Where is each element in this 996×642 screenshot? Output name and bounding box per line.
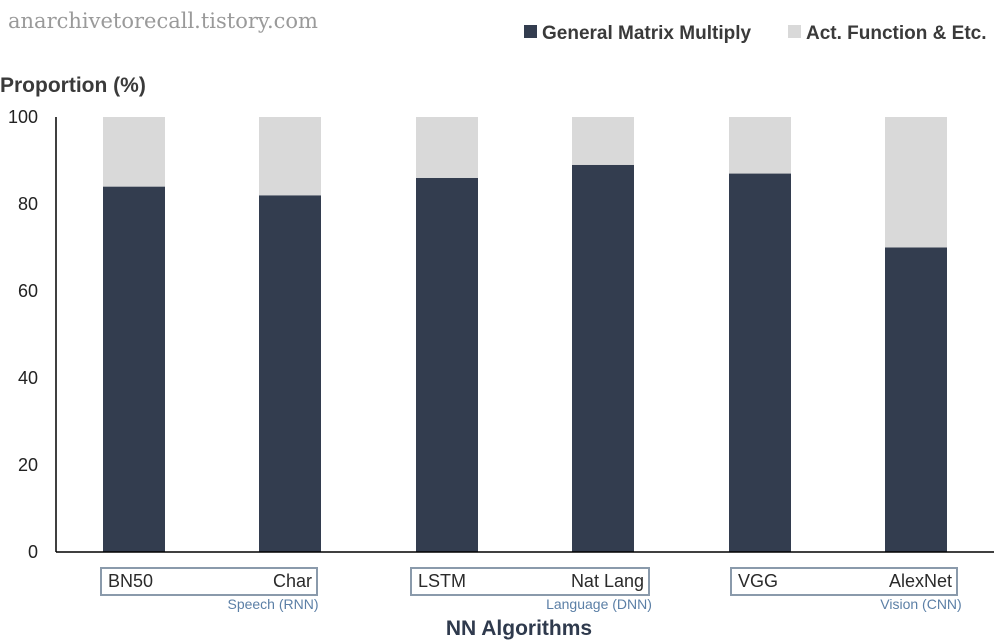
bar-segment-act-char (259, 117, 321, 196)
category-groups: Speech (RNN) Language (DNN) Vision (CNN) (100, 567, 962, 612)
watermark: anarchivetorecall.tistory.com (8, 9, 318, 33)
bar-segment-act-alexnet (885, 117, 947, 248)
y-tick-label: 0 (28, 542, 38, 562)
y-axis-ticks: 0 20 40 60 80 100 (8, 107, 38, 562)
y-tick-label: 80 (18, 194, 38, 214)
legend-label-act: Act. Function & Etc. (806, 23, 987, 44)
group-label: Vision (CNN) (880, 596, 961, 612)
bar-segment-gemm-lstm (416, 177, 478, 552)
category-labels: BN50 Char LSTM Nat Lang VGG AlexNet (108, 571, 952, 591)
bar-segment-gemm-bn50 (103, 186, 165, 552)
bar-segment-gemm-alexnet (885, 247, 947, 552)
category-label: AlexNet (889, 571, 952, 591)
group-box (100, 567, 318, 596)
bars (103, 117, 947, 553)
legend-swatch-act (788, 25, 801, 38)
y-tick-label: 40 (18, 368, 38, 388)
bar-segment-act-lstm (416, 117, 478, 178)
y-axis-title: Proportion (%) (0, 74, 146, 97)
bar-segment-act-vgg (729, 117, 791, 174)
legend-label-gemm: General Matrix Multiply (542, 23, 751, 44)
legend-swatch-gemm (524, 25, 537, 38)
category-label: LSTM (418, 571, 466, 591)
legend: General Matrix Multiply Act. Function & … (524, 23, 987, 44)
category-label: Nat Lang (571, 571, 644, 591)
category-label: VGG (738, 571, 778, 591)
bar-segment-act-nat-lang (572, 117, 634, 165)
bar-segment-gemm-nat-lang (572, 164, 634, 552)
x-axis-title: NN Algorithms (446, 617, 592, 640)
y-tick-label: 20 (18, 455, 38, 475)
bar-segment-act-bn50 (103, 117, 165, 187)
category-label: BN50 (108, 571, 153, 591)
group-label: Language (DNN) (546, 596, 652, 612)
bar-segment-gemm-vgg (729, 173, 791, 553)
y-tick-label: 100 (8, 107, 38, 127)
group-label: Speech (RNN) (227, 596, 318, 612)
group-box (730, 567, 958, 596)
y-tick-label: 60 (18, 281, 38, 301)
group-box (410, 567, 650, 596)
category-label: Char (273, 571, 312, 591)
bar-segment-gemm-char (259, 195, 321, 553)
